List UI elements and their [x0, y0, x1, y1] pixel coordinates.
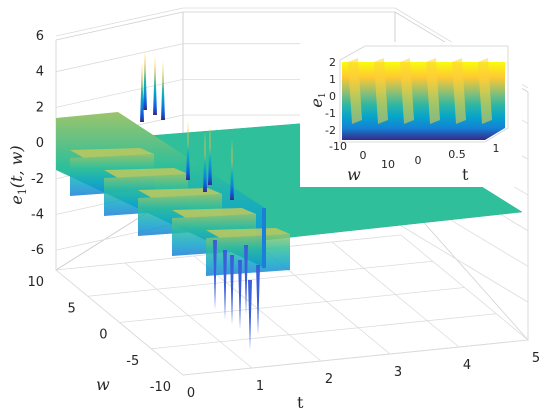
w-gridline-floor [151, 313, 497, 350]
z-tick-label: 4 [36, 65, 44, 80]
z-tick-label: -2 [31, 172, 44, 187]
spike-up [153, 55, 157, 115]
spike-up [208, 125, 212, 185]
inset-t-label: t [462, 165, 469, 184]
inset-z-tick-label: -1 [325, 107, 336, 120]
spike-down [230, 255, 234, 325]
z-tick-label: -4 [31, 207, 44, 222]
w-gridline-floor [119, 287, 465, 323]
t-gridline-floor [55, 269, 184, 376]
t-tick-label: 0 [187, 386, 195, 401]
t-gridline-floor [400, 234, 529, 341]
inset-z-label-sub: 1 [318, 92, 328, 98]
w-gridline-floor [182, 339, 529, 376]
t-axis-ticks: 0 1 2 3 4 5 [187, 351, 540, 401]
t-tick-label: 3 [394, 365, 402, 380]
z-axis-label-args: (t, w) [7, 145, 26, 188]
inset-z-tick-label: 0 [329, 90, 336, 103]
w-gridline-floor [87, 260, 433, 297]
inset-w-tick-label: 10 [381, 158, 395, 171]
z-tick-label: 0 [36, 136, 44, 151]
z-tick-label: -6 [31, 243, 44, 258]
t-tick-label: 2 [325, 372, 333, 387]
spike-down [248, 280, 252, 350]
t-axis-label: t [297, 393, 304, 412]
inset-z-tick-label: 1 [329, 73, 336, 86]
spike-up [230, 140, 234, 200]
spike-up [140, 62, 144, 122]
inset-t-tick-label: 0 [415, 154, 422, 167]
inset-surface [342, 58, 505, 140]
oscillation-band [206, 234, 290, 276]
z-axis-label-sub: 1 [16, 188, 29, 195]
inset-z-tick-label: 2 [329, 56, 336, 69]
z-tick-label: 6 [36, 29, 44, 44]
z-gridline-right [394, 221, 529, 303]
spike-up [203, 132, 207, 192]
t-tick-label: 1 [256, 379, 264, 394]
inset-box [339, 45, 509, 143]
oscillation-ridge [206, 228, 290, 238]
inset-ridge [348, 58, 362, 124]
oscillation-ridge [172, 208, 256, 218]
w-axis-ticks: -10 -5 0 5 10 [27, 275, 171, 395]
spike-down [238, 260, 242, 330]
z-gridline-left [55, 78, 184, 108]
t-tick-label: 4 [463, 358, 471, 373]
spike-down [223, 250, 227, 320]
oscillation-ridge [70, 148, 154, 158]
spike-up [161, 60, 165, 120]
transient-surface [56, 50, 290, 350]
spike-down [213, 240, 217, 310]
t-gridline-floor [124, 262, 253, 369]
t-tick-label: 5 [532, 351, 540, 366]
w-tick-label: 0 [99, 328, 107, 343]
z-axis-label: e1(t, w) [7, 145, 29, 204]
spike-up [143, 50, 147, 110]
spike-down [244, 245, 248, 315]
inset-z-label-base: e [307, 98, 326, 107]
oscillation-ridge [104, 168, 188, 178]
inset-z-label: e1 [307, 92, 328, 107]
inset-ridge [426, 58, 440, 124]
z-axis-ticks: -6 -4 -2 0 2 4 6 [31, 29, 44, 258]
inset-w-tick-label: -10 [329, 140, 347, 153]
w-tick-label: -5 [126, 354, 139, 369]
inset-w-tick-label: 0 [360, 149, 367, 162]
z-gridline-left [55, 43, 184, 73]
inset-ridge [374, 58, 388, 124]
spike-up [186, 120, 190, 180]
transient-edge [262, 208, 266, 268]
z-axis-label-base: e [7, 195, 26, 204]
inset-ridge [452, 58, 466, 124]
inset-ridge [400, 58, 414, 124]
z-gridline-left [55, 7, 184, 37]
inset-t-tick-label: 0.5 [448, 148, 466, 161]
spike-down [256, 265, 260, 335]
t-gridline-floor [331, 241, 460, 348]
inset-w-label: w [347, 165, 361, 184]
inset-t-tick-label: 1 [493, 142, 500, 155]
inset-ridge [478, 58, 492, 124]
oscillation-ridge [138, 188, 222, 198]
w-tick-label: 10 [27, 275, 44, 290]
w-tick-label: 5 [67, 301, 75, 316]
z-tick-label: 2 [36, 100, 44, 115]
inset-z-tick-label: -2 [325, 124, 336, 137]
w-axis-label: w [96, 375, 110, 394]
w-tick-label: -10 [150, 380, 171, 395]
